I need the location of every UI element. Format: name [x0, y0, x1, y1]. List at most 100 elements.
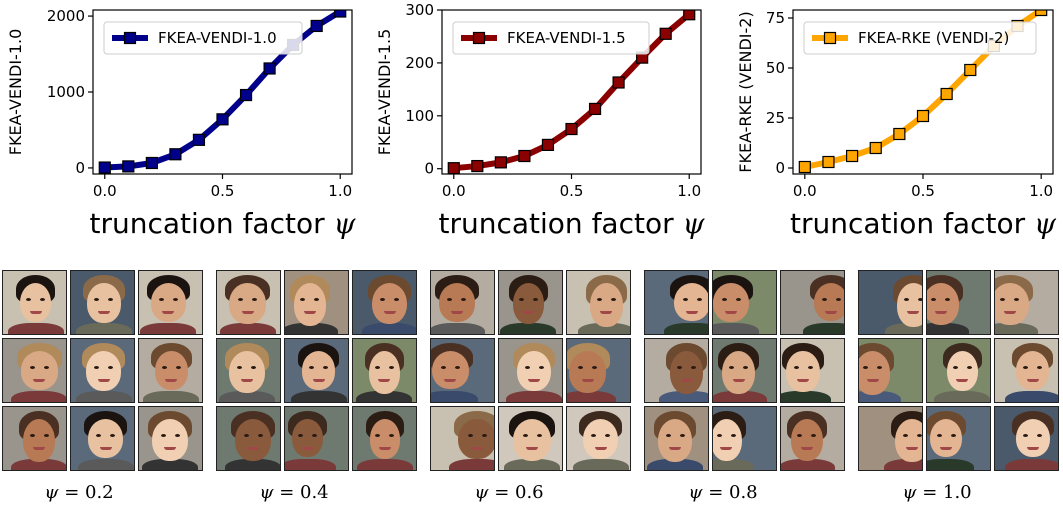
face-thumbnail [712, 406, 777, 471]
face-thumbnail [994, 406, 1059, 471]
y-tick-label: 25 [766, 109, 785, 127]
face-thumbnail [858, 406, 923, 471]
data-point [541, 138, 555, 152]
face-thumbnail [284, 270, 349, 335]
face-thumbnail [284, 406, 349, 471]
face-thumbnail [498, 406, 563, 471]
data-point [565, 122, 578, 136]
legend-marker [823, 31, 837, 45]
y-axis-label: FKEA-RKE (VENDI-2) [736, 11, 755, 172]
face-thumbnail [498, 270, 563, 335]
face-thumbnail [498, 338, 563, 403]
x-tick-label: 0.0 [93, 182, 117, 200]
face-thumbnail [780, 406, 845, 471]
data-point [940, 87, 953, 101]
caption-psi-0-8: ψ = 0.8 [688, 482, 758, 503]
face-thumbnail [994, 270, 1059, 335]
y-axis-label: FKEA-VENDI-1.5 [375, 29, 394, 156]
y-tick-label: 200 [405, 54, 434, 72]
x-tick-label: 1.0 [1029, 182, 1053, 200]
data-point [471, 159, 484, 173]
caption-psi-0-4: ψ = 0.4 [259, 482, 329, 503]
data-point [518, 149, 531, 163]
face-thumbnail [70, 338, 135, 403]
data-point [98, 161, 111, 174]
y-tick-label: 0 [424, 160, 434, 178]
face-thumbnail [352, 406, 417, 471]
face-thumbnail [926, 270, 991, 335]
caption-psi-0-2: ψ = 0.2 [44, 482, 114, 503]
face-thumbnail [430, 406, 495, 471]
caption-psi-0-6: ψ = 0.6 [474, 482, 544, 503]
face-thumbnail [644, 406, 709, 471]
face-thumbnail [138, 270, 203, 335]
face-thumbnail [352, 338, 417, 403]
y-tick-label: 75 [766, 9, 785, 27]
y-tick-label: 100 [405, 107, 434, 125]
y-tick-label: 0 [775, 159, 785, 177]
x-tick-label: 0.5 [560, 182, 584, 200]
y-tick-label: 0 [75, 159, 85, 177]
face-thumbnail [712, 270, 777, 335]
data-point [798, 160, 811, 174]
y-tick-label: 300 [405, 1, 434, 19]
x-tick-label: 1.0 [328, 182, 352, 200]
data-point [334, 10, 347, 18]
data-point [239, 88, 253, 102]
face-thumbnail [216, 270, 281, 335]
data-point [216, 113, 229, 126]
x-tick-label: 0.5 [911, 182, 935, 200]
legend-label: FKEA-VENDI-1.0 [158, 29, 277, 47]
y-tick-label: 2000 [47, 7, 85, 25]
face-thumbnail [70, 270, 135, 335]
data-point [845, 149, 859, 163]
face-thumbnail [2, 270, 67, 335]
x-axis-label: truncation factor ψ [90, 207, 357, 240]
face-thumbnail [138, 406, 203, 471]
data-point [822, 155, 835, 169]
legend: FKEA-RKE (VENDI-2) [803, 21, 1037, 55]
y-tick-label: 50 [766, 59, 785, 77]
data-point [893, 127, 906, 141]
x-axis-label: truncation factor ψ [439, 207, 706, 240]
data-point [869, 141, 882, 155]
face-thumbnail [780, 338, 845, 403]
face-thumbnail [926, 406, 991, 471]
y-tick-label: 1000 [47, 83, 85, 101]
data-point [588, 102, 602, 116]
caption-psi-1-0: ψ = 1.0 [902, 482, 972, 503]
legend-marker [472, 31, 486, 45]
data-point [612, 76, 625, 89]
data-point [1035, 10, 1048, 17]
chart-fkea-vendi-1-0: 0.0 0.5 1.0 0 1000 2000 truncation factor ψ FKE… [6, 7, 357, 240]
face-thumbnail [2, 406, 67, 471]
x-tick-label: 0.0 [442, 182, 466, 200]
face-thumbnail [352, 270, 417, 335]
data-point [192, 133, 206, 146]
chart-fkea-rke-vendi-2: 0.0 0.5 1.0 0 25 50 75 truncation factor ψ FKEA-… [736, 9, 1057, 240]
face-thumbnail [216, 338, 281, 403]
chart-fkea-vendi-1-5: 0.0 0.5 1.0 0 100 200 300 truncation factor ψ FK… [375, 1, 706, 240]
data-point [263, 62, 276, 75]
face-thumbnail [644, 270, 709, 335]
face-thumbnail [858, 338, 923, 403]
data-point [145, 156, 158, 170]
data-point [494, 156, 507, 169]
face-thumbnail [644, 338, 709, 403]
data-point [916, 109, 930, 123]
face-thumbnail [926, 338, 991, 403]
data-point [169, 148, 182, 161]
face-thumbnail [712, 338, 777, 403]
legend-label: FKEA-RKE (VENDI-2) [858, 29, 1009, 47]
x-tick-label: 0.0 [793, 182, 817, 200]
data-point [964, 63, 977, 77]
x-tick-label: 1.0 [677, 182, 701, 200]
face-thumbnail [780, 270, 845, 335]
face-thumbnail [566, 270, 631, 335]
face-thumbnail [430, 270, 495, 335]
x-axis-label: truncation factor ψ [790, 207, 1057, 240]
face-thumbnail [284, 338, 349, 403]
data-point [122, 160, 135, 173]
face-thumbnail [2, 338, 67, 403]
